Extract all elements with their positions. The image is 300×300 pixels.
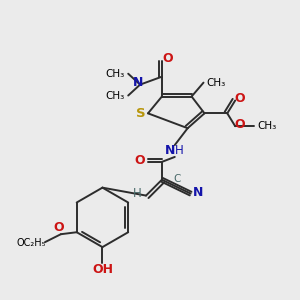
- Text: O: O: [135, 154, 146, 167]
- Text: N: N: [133, 76, 143, 89]
- Text: N: N: [194, 186, 204, 199]
- Text: OC₂H₅: OC₂H₅: [16, 238, 46, 248]
- Text: O: O: [235, 92, 245, 105]
- Text: O: O: [235, 118, 245, 131]
- Text: CH₃: CH₃: [207, 78, 226, 88]
- Text: N: N: [165, 145, 175, 158]
- Text: OH: OH: [92, 263, 113, 276]
- Text: CH₃: CH₃: [106, 91, 125, 100]
- Text: CH₃: CH₃: [257, 121, 277, 131]
- Text: CH₃: CH₃: [106, 69, 125, 79]
- Text: C: C: [173, 174, 180, 184]
- Text: S: S: [136, 107, 146, 120]
- Text: H: H: [133, 187, 142, 200]
- Text: O: O: [163, 52, 173, 65]
- Text: O: O: [54, 221, 64, 234]
- Text: H: H: [175, 145, 184, 158]
